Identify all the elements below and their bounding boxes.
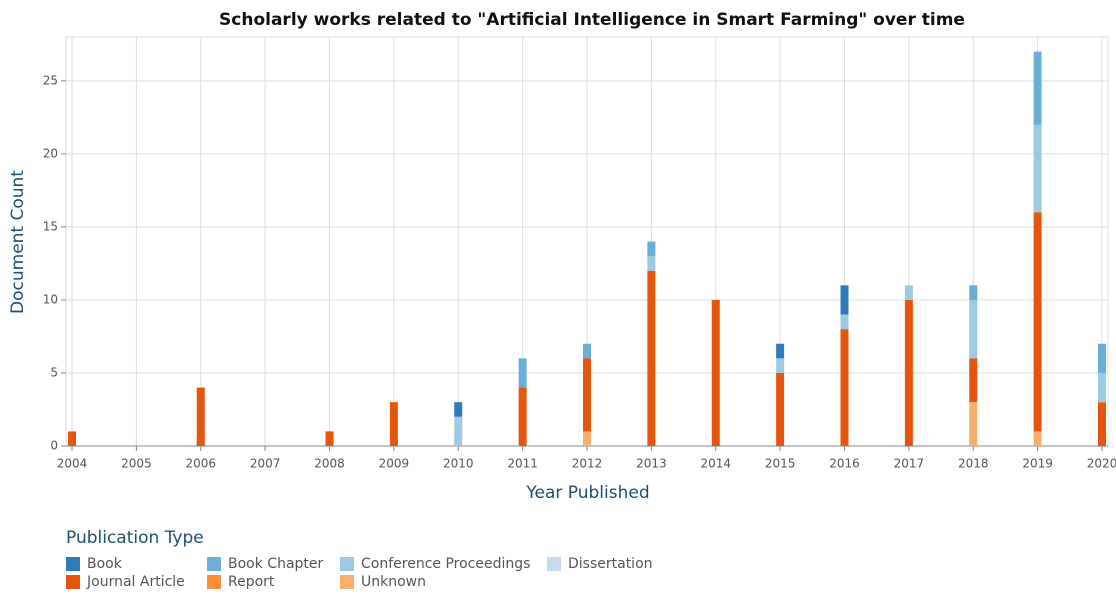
x-tick-label: 2007 (250, 457, 281, 471)
y-axis-label: Document Count (8, 170, 28, 314)
legend-label: Report (228, 574, 275, 590)
bar-segment (840, 314, 849, 330)
legend-swatch (547, 557, 561, 571)
legend-label: Book (87, 556, 123, 572)
bar-segment (1033, 431, 1042, 446)
bar-segment (454, 416, 463, 446)
legend-swatch (340, 557, 354, 571)
bar-segment (969, 402, 978, 446)
bar-segment (647, 241, 656, 257)
bar-segment (1098, 343, 1106, 373)
legend-label: Conference Proceedings (361, 556, 530, 572)
x-tick-label: 2008 (314, 457, 345, 471)
y-tick-label: 15 (43, 219, 58, 233)
x-tick-label: 2004 (57, 457, 88, 471)
bar-segment (969, 285, 978, 300)
x-tick-label: 2017 (894, 457, 925, 471)
legend-label: Book Chapter (228, 556, 324, 572)
x-tick-label: 2009 (379, 457, 410, 471)
bar-segment (518, 387, 527, 446)
bar-segment (583, 358, 591, 432)
bar-segment (389, 402, 398, 446)
legend-swatch (340, 575, 354, 589)
bar-segment (776, 372, 785, 446)
bar-segment (583, 343, 591, 359)
legend-swatch (66, 575, 80, 589)
x-tick-label: 2018 (958, 457, 989, 471)
legend-label: Unknown (361, 574, 426, 590)
bar-segment (904, 285, 913, 300)
y-tick-label: 5 (50, 365, 58, 379)
chart-title: Scholarly works related to "Artificial I… (219, 10, 965, 30)
x-tick-label: 2015 (765, 457, 796, 471)
bar-segment (1098, 402, 1106, 446)
legend-swatch (66, 557, 80, 571)
bar-segment (518, 358, 527, 388)
x-tick-label: 2019 (1022, 457, 1053, 471)
y-tick-label: 20 (43, 146, 58, 160)
bar-segment (1098, 372, 1106, 403)
bar-segment (583, 431, 591, 446)
bar-segment (969, 358, 978, 403)
x-tick-label: 2005 (121, 457, 152, 471)
legend-label: Dissertation (568, 556, 653, 572)
bar-segment (196, 387, 205, 446)
x-tick-label: 2010 (443, 457, 474, 471)
bar-segment (68, 431, 76, 446)
bar-segment (325, 431, 334, 446)
x-tick-label: 2012 (572, 457, 603, 471)
bar-segment (840, 329, 849, 446)
bar-segment (1033, 124, 1042, 213)
bar-segment (776, 343, 785, 359)
legend-swatch (207, 575, 221, 589)
legend-label: Journal Article (86, 574, 185, 590)
bar-segment (647, 270, 656, 446)
bar-segment (776, 358, 785, 373)
x-axis-label: Year Published (525, 483, 649, 503)
bar-segment (1033, 51, 1042, 125)
bar-segment (904, 299, 913, 446)
bar-segment (647, 256, 656, 271)
x-tick-label: 2011 (507, 457, 538, 471)
bar-segment (1033, 212, 1042, 432)
bar-segment (840, 285, 849, 315)
bar-segment (711, 299, 720, 446)
y-tick-label: 0 (50, 439, 58, 453)
bar-segment (454, 402, 463, 417)
x-tick-label: 2013 (636, 457, 667, 471)
legend-title: Publication Type (66, 528, 204, 548)
y-tick-label: 10 (43, 292, 58, 306)
x-tick-label: 2020 (1087, 457, 1116, 471)
bar-segment (969, 299, 978, 359)
x-tick-label: 2006 (185, 457, 216, 471)
x-tick-label: 2014 (700, 457, 731, 471)
x-tick-label: 2016 (829, 457, 860, 471)
legend-swatch (207, 557, 221, 571)
y-tick-label: 25 (43, 73, 58, 87)
